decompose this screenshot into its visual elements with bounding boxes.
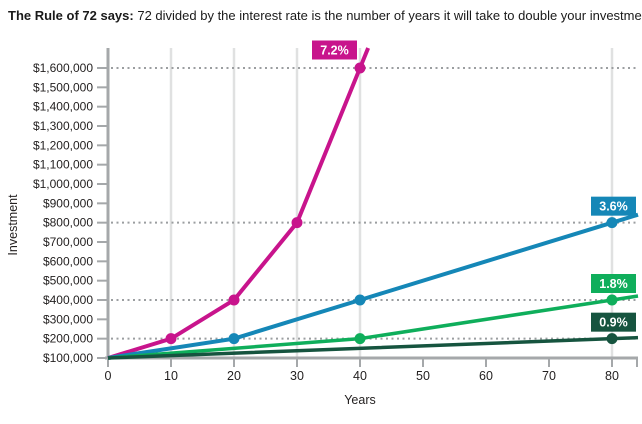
series-line-1.8%	[107, 294, 639, 360]
y-tick-label: $300,000	[43, 312, 93, 326]
y-axis-title: Investment	[6, 194, 20, 256]
y-tick-label: $1,300,000	[33, 119, 93, 133]
rate-badge	[312, 40, 357, 60]
x-tick-label: 20	[227, 369, 241, 383]
x-tick-label: 70	[542, 369, 556, 383]
x-tick-label: 40	[353, 369, 367, 383]
data-point	[228, 333, 240, 345]
y-tick-label: $700,000	[43, 235, 93, 249]
series-line-0.9%	[107, 335, 639, 360]
y-tick-label: $200,000	[43, 332, 93, 346]
chart-title: The Rule of 72 says: 72 divided by the i…	[8, 8, 642, 23]
x-tick-label: 80	[605, 369, 619, 383]
y-tick-label: $900,000	[43, 196, 93, 210]
x-axis-title: Years	[344, 393, 376, 407]
y-tick-label: $1,000,000	[33, 177, 93, 191]
rate-badge-label: 1.8%	[599, 277, 628, 291]
data-point	[228, 294, 240, 306]
data-point	[606, 333, 618, 345]
x-tick-label: 50	[416, 369, 430, 383]
rate-badge	[591, 312, 636, 332]
y-tick-label: $400,000	[43, 293, 93, 307]
y-tick-label: $600,000	[43, 254, 93, 268]
data-point	[606, 217, 618, 229]
y-tick-label: $800,000	[43, 216, 93, 230]
y-tick-label: $1,400,000	[33, 100, 93, 114]
y-tick-label: $1,100,000	[33, 158, 93, 172]
x-tick-label: 10	[164, 369, 178, 383]
x-tick-label: 60	[479, 369, 493, 383]
y-tick-label: $500,000	[43, 274, 93, 288]
x-tick-label: 30	[290, 369, 304, 383]
y-tick-label: $1,200,000	[33, 138, 93, 152]
data-point	[606, 294, 618, 306]
data-point	[165, 333, 177, 345]
rate-badge	[591, 196, 636, 216]
rate-badge-label: 3.6%	[599, 200, 628, 214]
rate-badge-label: 7.2%	[320, 44, 349, 58]
data-point	[354, 333, 366, 345]
data-point	[354, 62, 366, 74]
data-point	[291, 217, 303, 229]
y-tick-label: $1,600,000	[33, 61, 93, 75]
rate-badge-label: 0.9%	[599, 316, 628, 330]
chart-title-bold: The Rule of 72 says:	[8, 8, 134, 23]
y-tick-label: $1,500,000	[33, 80, 93, 94]
data-point	[354, 294, 366, 306]
chart-title-rest: 72 divided by the interest rate is the n…	[137, 8, 642, 23]
x-tick-label: 0	[105, 369, 112, 383]
rate-badge	[591, 274, 636, 294]
y-tick-label: $100,000	[43, 351, 93, 365]
